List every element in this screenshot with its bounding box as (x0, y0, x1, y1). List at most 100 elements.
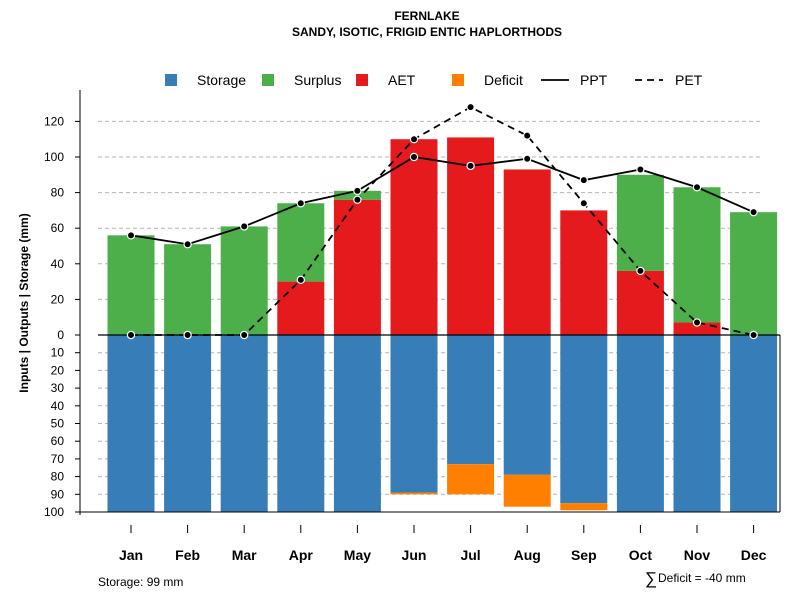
y-tick-label-lower-10: 10 (51, 346, 65, 360)
bar-storage-sep (560, 335, 608, 504)
point-ppt-jun (409, 152, 419, 162)
bar-surplus-nov (673, 187, 721, 323)
y-tick-label-lower-40: 40 (51, 399, 65, 413)
bar-storage-oct (616, 335, 664, 512)
point-ppt-may (353, 186, 362, 196)
legend-swatch-deficit (452, 74, 464, 86)
bar-surplus-feb (164, 244, 212, 335)
y-tick-label-upper-20: 20 (51, 292, 65, 306)
point-pet-sep (579, 199, 589, 208)
bar-storage-aug (503, 335, 551, 475)
chart-title: FERNLAKE (394, 9, 459, 23)
x-tick-label-mar: Mar (232, 547, 257, 563)
y-tick-label-lower-60: 60 (51, 434, 65, 448)
bar-aet-jun (390, 139, 438, 335)
x-tick-label-jan: Jan (119, 547, 143, 563)
y-tick-label-lower-100: 100 (44, 505, 64, 519)
point-ppt-oct (636, 165, 645, 174)
bar-aet-aug (503, 169, 551, 335)
x-tick-label-feb: Feb (175, 547, 200, 563)
bar-storage-mar (220, 335, 268, 512)
y-tick-label-lower-70: 70 (51, 452, 65, 466)
point-ppt-aug (523, 154, 532, 163)
bar-aet-may (333, 199, 381, 335)
point-ppt-dec (749, 207, 758, 217)
y-tick-label-upper-120: 120 (44, 114, 64, 128)
y-tick-label-lower-90: 90 (51, 487, 65, 501)
x-tick-label-oct: Oct (629, 547, 653, 563)
point-pet-jan (126, 330, 136, 340)
point-pet-nov (692, 318, 702, 327)
bar-aet-oct (616, 270, 664, 335)
legend-label-ppt: PPT (580, 72, 608, 88)
bar-deficit-aug (503, 474, 551, 507)
x-tick-label-jul: Jul (460, 547, 480, 563)
bar-surplus-apr (277, 203, 325, 282)
legend: Storage Surplus AET Deficit PPT PET (165, 72, 703, 88)
bar-storage-jun (390, 335, 438, 493)
bar-deficit-jul (447, 464, 495, 495)
series-lines (126, 102, 758, 340)
bar-storage-may (333, 335, 381, 512)
bar-aet-sep (560, 210, 608, 335)
point-pet-jul (466, 102, 475, 112)
x-tick-label-apr: Apr (289, 547, 314, 563)
x-tick-label-sep: Sep (571, 547, 597, 563)
point-pet-feb (183, 330, 192, 340)
chart-subtitle: SANDY, ISOTIC, FRIGID ENTIC HAPLORTHODS (292, 25, 562, 39)
bar-surplus-dec (730, 212, 778, 335)
y-tick-label-lower-30: 30 (51, 381, 65, 395)
bar-storage-dec (730, 335, 778, 512)
point-ppt-feb (183, 240, 192, 249)
bar-aet-apr (277, 281, 325, 335)
bar-aet-jul (447, 137, 495, 335)
legend-label-surplus: Surplus (294, 72, 341, 88)
legend-label-pet: PET (675, 72, 703, 88)
point-pet-jun (409, 134, 419, 144)
point-pet-dec (749, 330, 758, 340)
y-tick-label-upper-0: 0 (57, 328, 64, 342)
bar-aet-nov (673, 322, 721, 335)
legend-label-deficit: Deficit (484, 72, 523, 88)
point-pet-may (353, 195, 362, 204)
point-ppt-jan (126, 231, 136, 240)
x-tick-label-may: May (344, 547, 371, 563)
point-pet-aug (523, 131, 532, 140)
line-pet (131, 106, 754, 336)
sum-symbol-icon: ∑ (645, 569, 657, 588)
y-tick-label-upper-60: 60 (51, 221, 65, 235)
axes-group: 0 20 40 60 80 100 120 10 20 30 40 50 60 70 80 90 100 Jan F… (44, 90, 781, 563)
x-tick-label-nov: Nov (684, 547, 711, 563)
bar-deficit-jun (390, 492, 438, 495)
point-pet-apr (296, 275, 305, 285)
legend-swatch-surplus (262, 74, 274, 86)
x-tick-label-dec: Dec (741, 547, 767, 563)
x-tick-label-jun: Jun (402, 547, 427, 563)
y-tick-label-upper-100: 100 (44, 150, 64, 164)
bar-surplus-mar (220, 226, 268, 335)
bar-storage-feb (164, 335, 212, 512)
bar-storage-jan (107, 335, 155, 512)
point-ppt-sep (579, 175, 589, 185)
bar-storage-jul (447, 335, 495, 465)
bar-surplus-jan (107, 235, 155, 335)
bars-group (107, 137, 778, 512)
legend-swatch-aet (356, 74, 368, 86)
storage-footnote: Storage: 99 mm (98, 575, 183, 589)
legend-label-aet: AET (388, 72, 416, 88)
bar-surplus-oct (616, 174, 664, 271)
point-ppt-apr (296, 199, 305, 208)
point-pet-oct (636, 266, 645, 276)
y-tick-label-upper-80: 80 (51, 186, 65, 200)
bar-surplus-may (333, 190, 381, 200)
bar-storage-nov (673, 335, 721, 512)
bar-deficit-sep (560, 503, 608, 511)
y-tick-label-lower-20: 20 (51, 363, 65, 377)
y-tick-label-upper-40: 40 (51, 257, 65, 271)
point-ppt-nov (692, 183, 702, 192)
deficit-footnote: Deficit = -40 mm (658, 571, 746, 585)
y-tick-label-lower-80: 80 (51, 470, 65, 484)
y-tick-label-lower-50: 50 (51, 417, 65, 431)
